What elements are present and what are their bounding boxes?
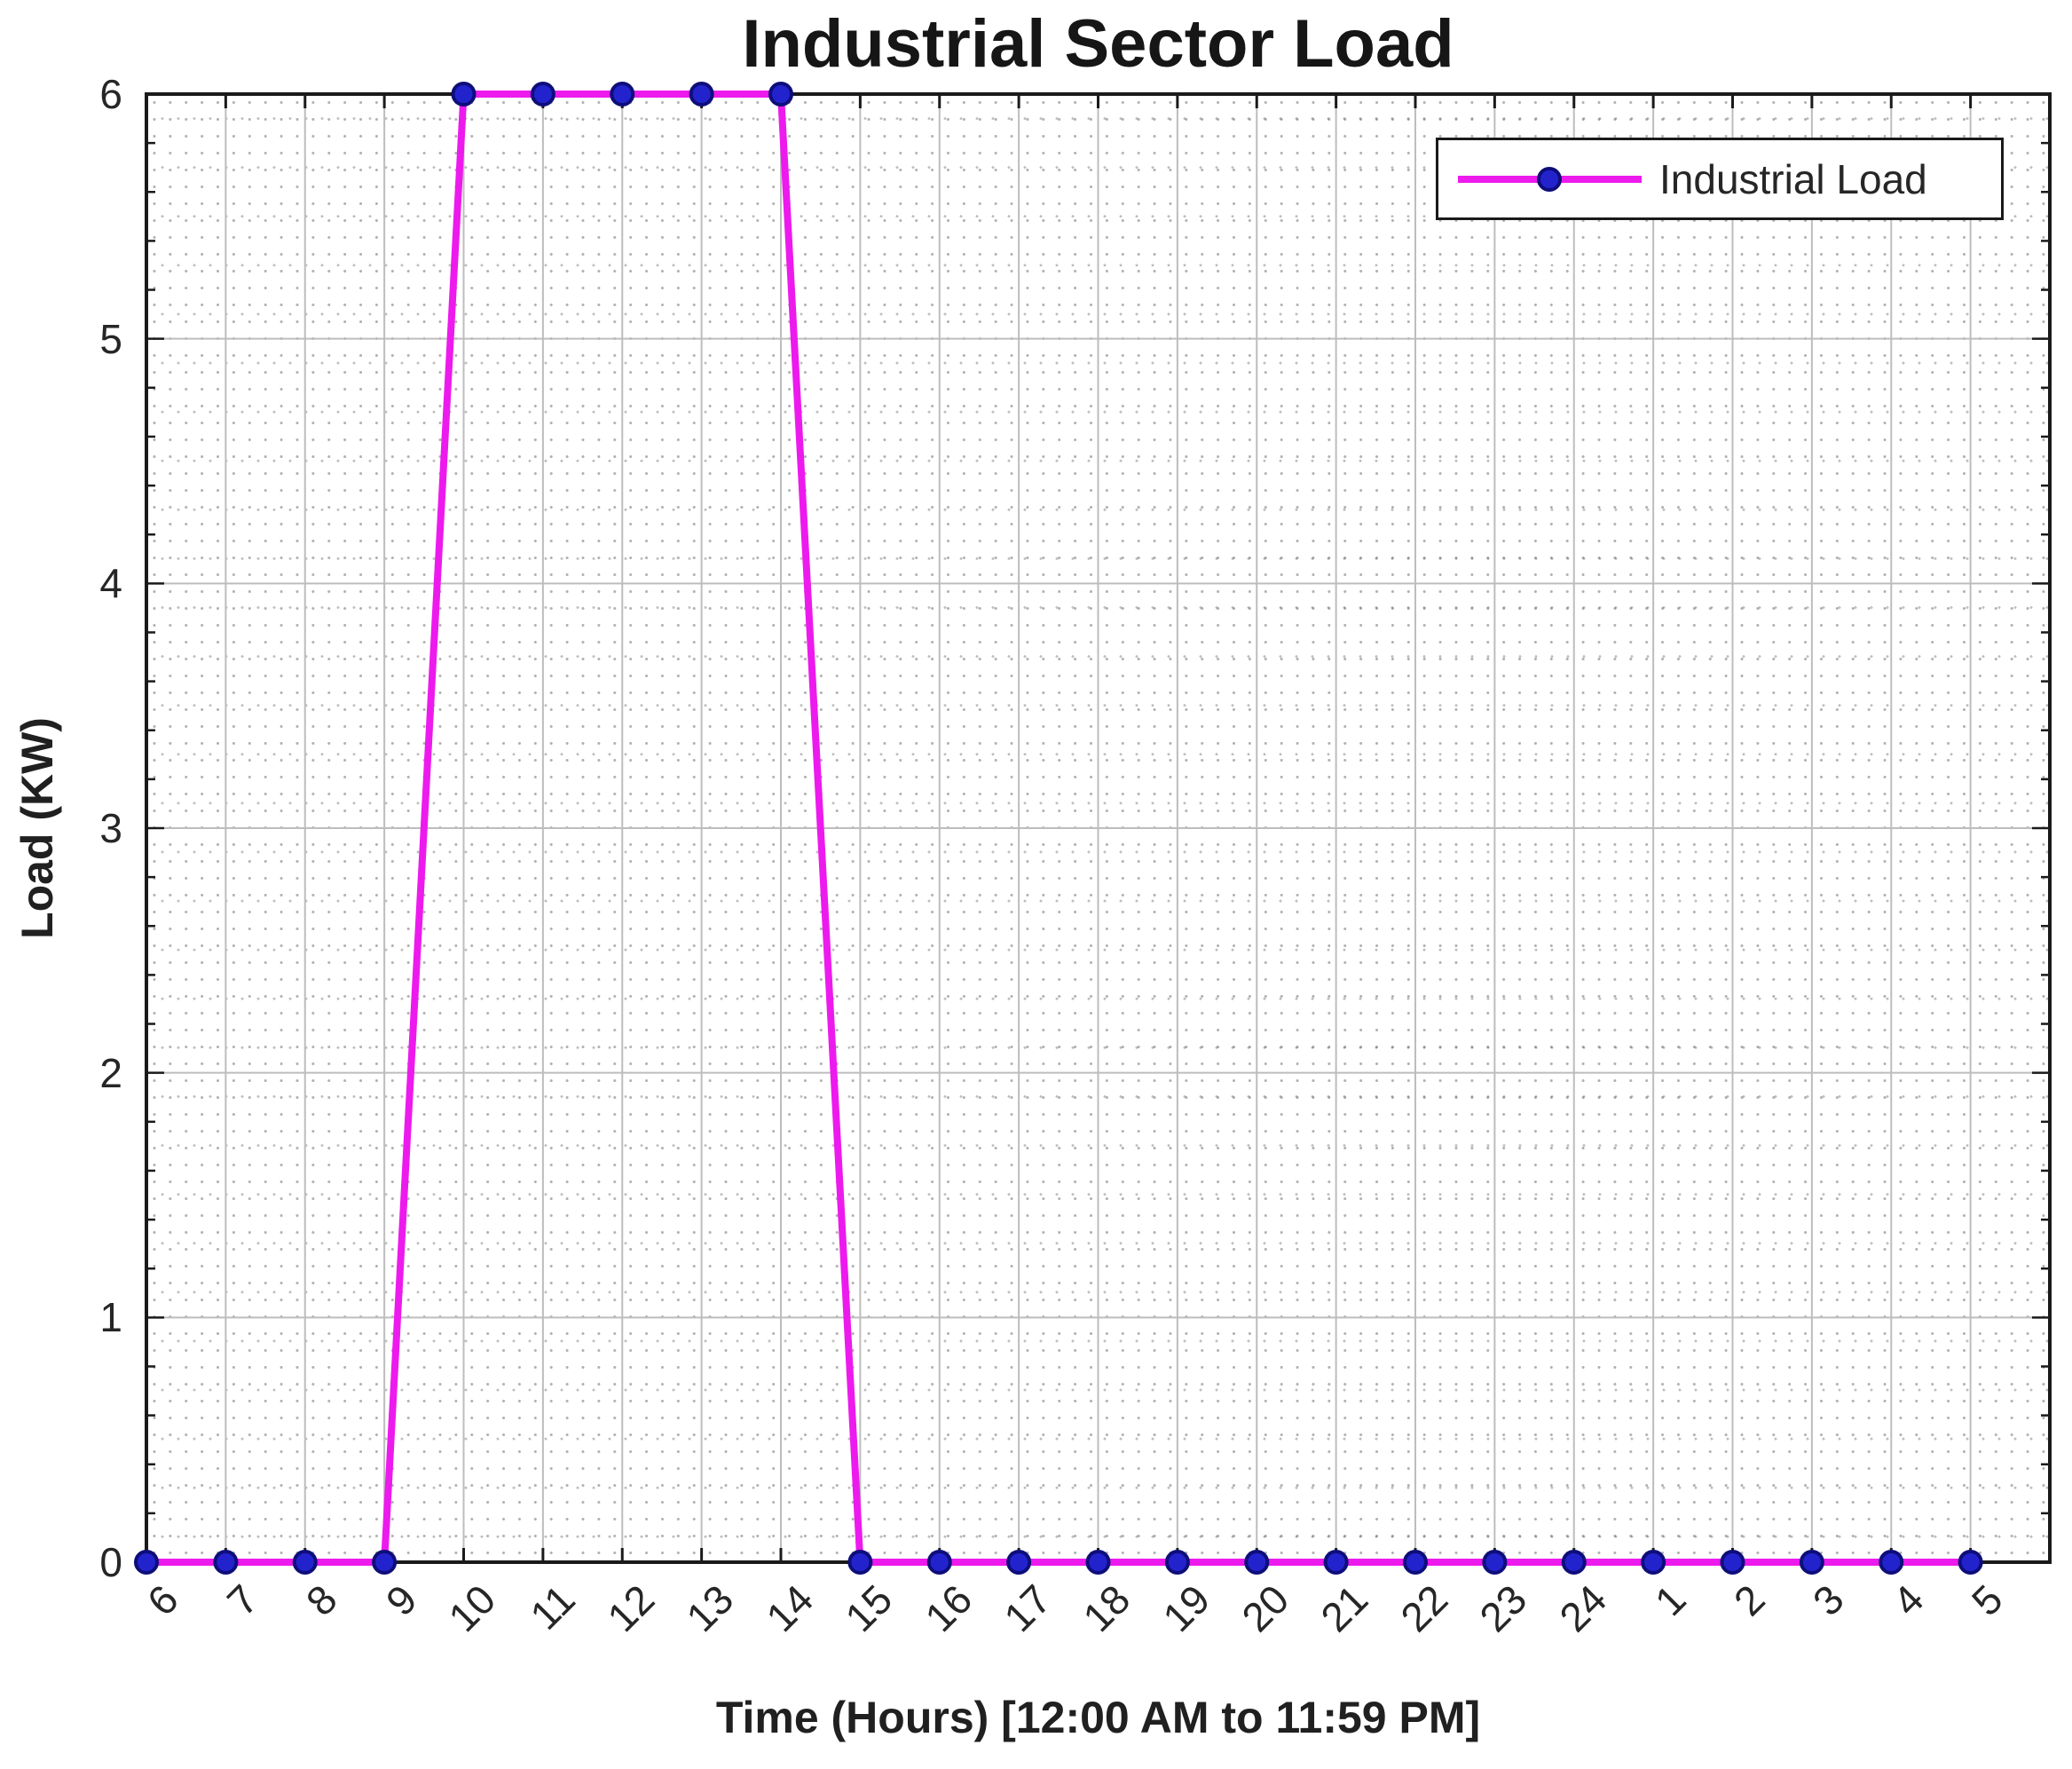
data-point-marker (292, 1550, 318, 1575)
data-point-marker (689, 82, 714, 107)
x-tick-label: 6 (138, 1576, 188, 1625)
legend-entry-label: Industrial Load (1659, 155, 1927, 202)
chart-svg (134, 82, 2052, 1575)
x-tick-label: 17 (995, 1576, 1060, 1641)
data-point-marker (1244, 1550, 1270, 1575)
x-tick-label: 5 (1962, 1576, 2012, 1625)
data-point-marker (926, 1550, 952, 1575)
data-point-marker (1799, 1550, 1824, 1575)
chart-title: Industrial Sector Load (742, 6, 1454, 82)
y-tick-label: 6 (99, 71, 122, 117)
x-tick-label: 1 (1645, 1576, 1695, 1625)
x-tick-label: 14 (757, 1576, 823, 1641)
data-point-marker (1720, 1550, 1745, 1575)
data-point-marker (1958, 1550, 1983, 1575)
data-point-marker (1164, 1550, 1190, 1575)
x-tick-label: 22 (1391, 1576, 1457, 1641)
y-tick-label: 4 (99, 560, 122, 607)
data-point-marker (1006, 1550, 1032, 1575)
x-tick-label: 13 (677, 1576, 743, 1641)
data-point-marker (1561, 1550, 1587, 1575)
x-tick-label: 21 (1312, 1576, 1377, 1641)
x-tick-label: 2 (1724, 1576, 1774, 1625)
x-tick-label: 15 (836, 1576, 902, 1641)
x-tick-label: 4 (1883, 1576, 1933, 1625)
x-tick-label: 24 (1549, 1576, 1615, 1641)
x-tick-label: 3 (1804, 1576, 1853, 1625)
x-tick-label: 11 (521, 1576, 584, 1639)
y-tick-label: 1 (99, 1294, 122, 1341)
x-axis-label: Time (Hours) [12:00 AM to 11:59 PM] (715, 1693, 1481, 1742)
series-line (143, 91, 1974, 1566)
x-tick-label: 20 (1233, 1576, 1298, 1641)
y-tick-label: 2 (99, 1049, 122, 1096)
data-point-marker (372, 1550, 398, 1575)
x-tick-label: 10 (439, 1576, 505, 1641)
data-point-marker (610, 82, 635, 107)
legend-sample-marker (1537, 166, 1562, 192)
data-point-marker (1482, 1550, 1508, 1575)
x-tick-label: 16 (915, 1576, 981, 1641)
y-tick-label: 3 (99, 805, 122, 851)
data-point-marker (1403, 1550, 1428, 1575)
y-tick-label: 5 (99, 315, 122, 362)
x-tick-label: 7 (217, 1576, 267, 1625)
plot-area (134, 82, 2052, 1575)
data-point-marker (213, 1550, 239, 1575)
data-point-marker (847, 1550, 873, 1575)
data-point-marker (1879, 1550, 1904, 1575)
legend-box: Industrial Load (1436, 138, 2004, 220)
data-point-marker (1641, 1550, 1666, 1575)
data-point-marker (1085, 1550, 1111, 1575)
data-point-marker (1323, 1550, 1349, 1575)
y-tick-label: 0 (99, 1539, 122, 1585)
data-point-marker (768, 82, 793, 107)
legend-line-sample (1458, 166, 1642, 192)
data-point-marker (530, 82, 555, 107)
x-tick-label: 18 (1074, 1576, 1139, 1641)
x-tick-label: 9 (376, 1576, 426, 1625)
data-point-marker (451, 82, 477, 107)
x-tick-label: 23 (1470, 1576, 1536, 1641)
x-tick-label: 12 (598, 1576, 664, 1641)
x-tick-label: 19 (1153, 1576, 1218, 1641)
data-point-marker (134, 1550, 159, 1575)
x-tick-label: 8 (296, 1576, 346, 1625)
